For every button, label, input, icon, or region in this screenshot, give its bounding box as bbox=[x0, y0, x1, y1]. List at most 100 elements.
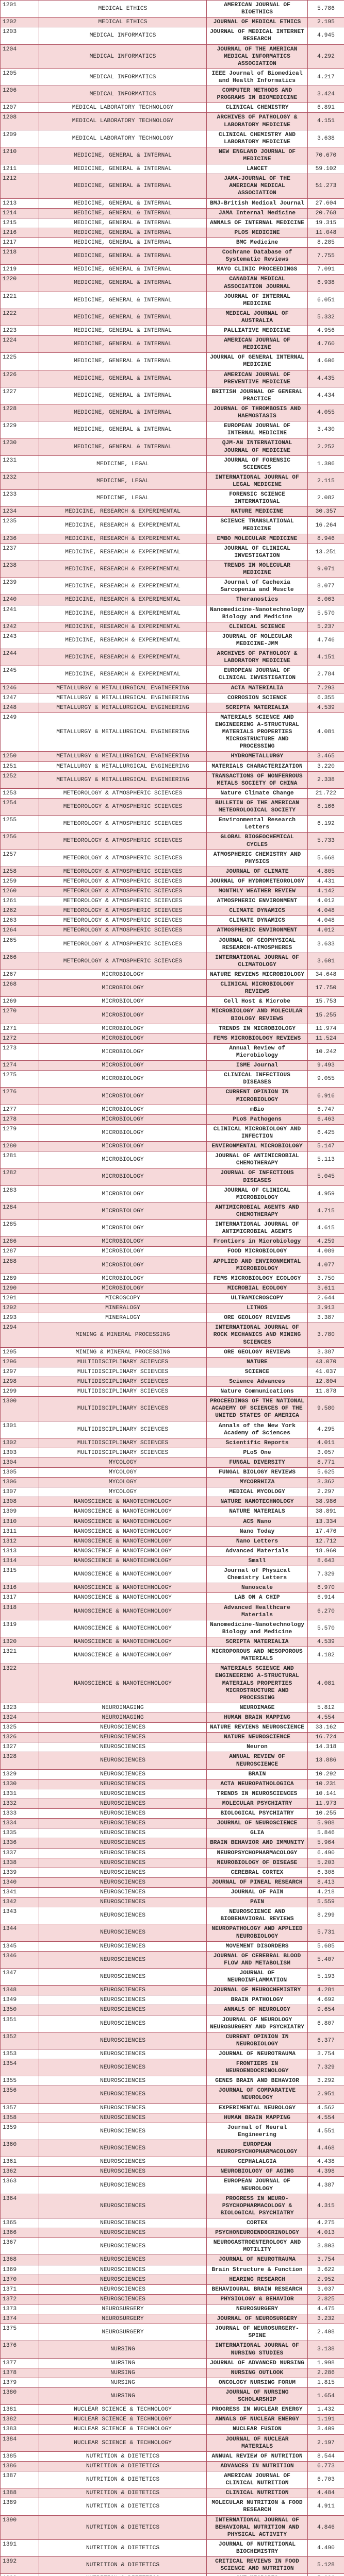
impact-factor-cell: 8.077 bbox=[308, 578, 344, 595]
impact-factor-cell: 4.554 bbox=[308, 1713, 344, 1723]
journal-cell: Neuron bbox=[207, 1742, 308, 1752]
category-cell: NEUROSCIENCES bbox=[39, 2265, 207, 2275]
category-cell: NEUROSCIENCES bbox=[39, 1752, 207, 1769]
rank-cell: 1285 bbox=[1, 1220, 39, 1237]
impact-factor-cell: 2.115 bbox=[308, 472, 344, 489]
impact-factor-cell: 11.974 bbox=[308, 1024, 344, 1033]
category-cell: NANOSCIENCE & NANOTECHNOLOGY bbox=[39, 1583, 207, 1593]
journal-cell: INTERNATIONAL JOURNAL OF LEGAL MEDICINE bbox=[207, 472, 308, 489]
impact-factor-cell: 4.805 bbox=[308, 867, 344, 876]
impact-factor-cell: 4.182 bbox=[308, 1647, 344, 1664]
journal-cell: CLINICAL INFECTIOUS DISEASES bbox=[207, 1071, 308, 1088]
table-row: 1250 METALLURGY & METALLURGICAL ENGINEERI… bbox=[1, 752, 344, 761]
rank-cell: 1336 bbox=[1, 1838, 39, 1848]
table-row: 1326 NEUROSCIENCES NATURE NEUROSCIENCE 16.7… bbox=[1, 1733, 344, 1742]
table-row: 1206 MEDICAL INFORMATICS COMPUTER METHODS … bbox=[1, 86, 344, 103]
journal-cell: BRAIN PATHOLOGY bbox=[207, 1995, 308, 2005]
journal-cell: NEUROGASTROENTEROLOGY AND MOTILITY bbox=[207, 2238, 308, 2255]
category-cell: NUTRITION & DIETETICS bbox=[39, 2539, 207, 2556]
table-row: 1299 MULTIDISCIPLINARY SCIENCES Nature Com… bbox=[1, 1387, 344, 1397]
category-cell: NUTRITION & DIETETICS bbox=[39, 2515, 207, 2539]
rank-cell: 1380 bbox=[1, 2387, 39, 2404]
table-row: 1210 MEDICINE, GENERAL & INTERNAL NEW ENGL… bbox=[1, 147, 344, 164]
rank-cell: 1282 bbox=[1, 1168, 39, 1185]
journal-cell: MICROBIAL ECOLOGY bbox=[207, 1283, 308, 1293]
journal-cell: NEUROSURGERY bbox=[207, 2304, 308, 2314]
rank-cell: 1308 bbox=[1, 1497, 39, 1507]
table-row: 1328 NEUROSCIENCES ANNUAL REVIEW OF NEUROS… bbox=[1, 1752, 344, 1769]
impact-factor-cell: 2.784 bbox=[308, 666, 344, 683]
table-row: 1350 NEUROSCIENCES ANNALS OF NEUROLOGY 9.65… bbox=[1, 2005, 344, 2015]
rank-cell: 1202 bbox=[1, 18, 39, 27]
journal-cell: PALLIATIVE MEDICINE bbox=[207, 326, 308, 336]
journal-cell: ENVIRONMENTAL MICROBIOLOGY bbox=[207, 1142, 308, 1151]
rank-cell: 1279 bbox=[1, 1124, 39, 1141]
rank-cell: 1249 bbox=[1, 713, 39, 752]
rank-cell: 1226 bbox=[1, 370, 39, 387]
rank-cell: 1328 bbox=[1, 1752, 39, 1769]
impact-factor-cell: 6.970 bbox=[308, 1583, 344, 1593]
impact-factor-cell: 2.952 bbox=[308, 2275, 344, 2284]
journal-cell: JOURNAL OF PAIN bbox=[207, 1887, 308, 1897]
journal-cell: AMERICAN JOURNAL OF PREVENTIVE MEDICINE bbox=[207, 370, 308, 387]
rank-cell: 1371 bbox=[1, 2284, 39, 2294]
impact-factor-cell: 2.644 bbox=[308, 1293, 344, 1303]
journal-cell: ATMOSPHERIC CHEMISTRY AND PHYSICS bbox=[207, 850, 308, 867]
journal-cell: CRITICAL REVIEWS IN FOOD SCIENCE AND NUT… bbox=[207, 2557, 308, 2574]
table-row: 1264 METEOROLOGY & ATMOSPHERIC SCIENCES AT… bbox=[1, 926, 344, 936]
category-cell: NEUROSURGERY bbox=[39, 2314, 207, 2324]
table-row: 1332 NEUROSCIENCES MOLECULAR PSYCHIATRY 11.… bbox=[1, 1799, 344, 1808]
table-row: 1213 MEDICINE, GENERAL & INTERNAL BMJ-Brit… bbox=[1, 198, 344, 208]
journal-cell: Annual Review of Microbiology bbox=[207, 1043, 308, 1060]
category-cell: METEOROLOGY & ATMOSPHERIC SCIENCES bbox=[39, 887, 207, 896]
impact-factor-cell: 6.916 bbox=[308, 1088, 344, 1105]
journal-cell: NEUROIMAGE bbox=[207, 1703, 308, 1713]
table-row: 1335 NEUROSCIENCES GLIA 5.846 bbox=[1, 1828, 344, 1838]
category-cell: NUTRITION & DIETETICS bbox=[39, 2461, 207, 2471]
table-row: 1325 NEUROSCIENCES NATURE REVIEWS NEUROSCI… bbox=[1, 1723, 344, 1733]
impact-factor-cell: 5.113 bbox=[308, 1151, 344, 1168]
table-row: 1217 MEDICINE, GENERAL & INTERNAL BMC Medi… bbox=[1, 238, 344, 247]
rank-cell: 1218 bbox=[1, 248, 39, 265]
table-row: 1331 NEUROSCIENCES TRENDS IN NEUROSCIENCES… bbox=[1, 1789, 344, 1799]
impact-factor-cell: 4.615 bbox=[308, 1220, 344, 1237]
table-row: 1305 MYCOLOGY FUNGAL BIOLOGY REVIEWS 5.625 bbox=[1, 1468, 344, 1478]
table-row: 1304 MYCOLOGY FUNGAL DIVERSITY 8.771 bbox=[1, 1458, 344, 1467]
table-row: 1349 NEUROSCIENCES BRAIN PATHOLOGY 4.692 bbox=[1, 1995, 344, 2005]
category-cell: MEDICAL INFORMATICS bbox=[39, 27, 207, 44]
journal-cell: TRENDS IN NEUROSCIENCES bbox=[207, 1789, 308, 1799]
category-cell: MEDICAL LABORATORY TECHNOLOGY bbox=[39, 130, 207, 147]
rank-cell: 1258 bbox=[1, 867, 39, 876]
table-row: 1342 NEUROSCIENCES PAIN 5.559 bbox=[1, 1897, 344, 1907]
table-row: 1273 MICROBIOLOGY Annual Review of Microbi… bbox=[1, 1043, 344, 1060]
journal-cell: HUMAN BRAIN MAPPING bbox=[207, 1713, 308, 1723]
journal-cell: JOURNAL OF NEUROSURGERY-SPINE bbox=[207, 2324, 308, 2341]
category-cell: NUTRITION & DIETETICS bbox=[39, 2498, 207, 2515]
table-row: 1244 MEDICINE, RESEARCH & EXPERIMENTAL ARC… bbox=[1, 649, 344, 666]
impact-factor-cell: 1.306 bbox=[308, 455, 344, 472]
impact-factor-cell: 6.051 bbox=[308, 292, 344, 309]
impact-factor-cell: 4.539 bbox=[308, 1637, 344, 1647]
journal-cell: Nanomedicine-Nanotechnology Biology and … bbox=[207, 605, 308, 622]
rank-cell: 1252 bbox=[1, 771, 39, 788]
rank-cell: 1334 bbox=[1, 1819, 39, 1828]
table-row: 1237 MEDICINE, RESEARCH & EXPERIMENTAL JOU… bbox=[1, 544, 344, 561]
category-cell: NEUROSCIENCES bbox=[39, 1848, 207, 1858]
category-cell: NANOSCIENCE & NANOTECHNOLOGY bbox=[39, 1620, 207, 1637]
journal-cell: CANADIAN MEDICAL ASSOCIATION JOURNAL bbox=[207, 275, 308, 292]
rank-cell: 1239 bbox=[1, 578, 39, 595]
impact-factor-cell: 4.081 bbox=[308, 1664, 344, 1703]
impact-factor-cell: 3.232 bbox=[308, 2314, 344, 2324]
impact-factor-cell: 2.252 bbox=[308, 438, 344, 455]
table-row: 1377 NURSING JOURNAL OF ADVANCED NURSING 1.… bbox=[1, 2358, 344, 2368]
rank-cell: 1235 bbox=[1, 517, 39, 534]
rank-cell: 1348 bbox=[1, 1986, 39, 1995]
journal-cell: FEMS MICROBIOLOGY REVIEWS bbox=[207, 1033, 308, 1043]
journal-cell: GLOBAL BIOGEOCHEMICAL CYCLES bbox=[207, 833, 308, 850]
rank-cell: 1237 bbox=[1, 544, 39, 561]
category-cell: NURSING bbox=[39, 2368, 207, 2378]
table-row: 1385 NUTRITION & DIETETICS ANNUAL REVIEW O… bbox=[1, 2451, 344, 2461]
table-row: 1379 NURSING ONCOLOGY NURSING FORUM 1.815 bbox=[1, 2378, 344, 2387]
rank-cell: 1211 bbox=[1, 164, 39, 174]
impact-factor-cell: 4.048 bbox=[308, 906, 344, 916]
